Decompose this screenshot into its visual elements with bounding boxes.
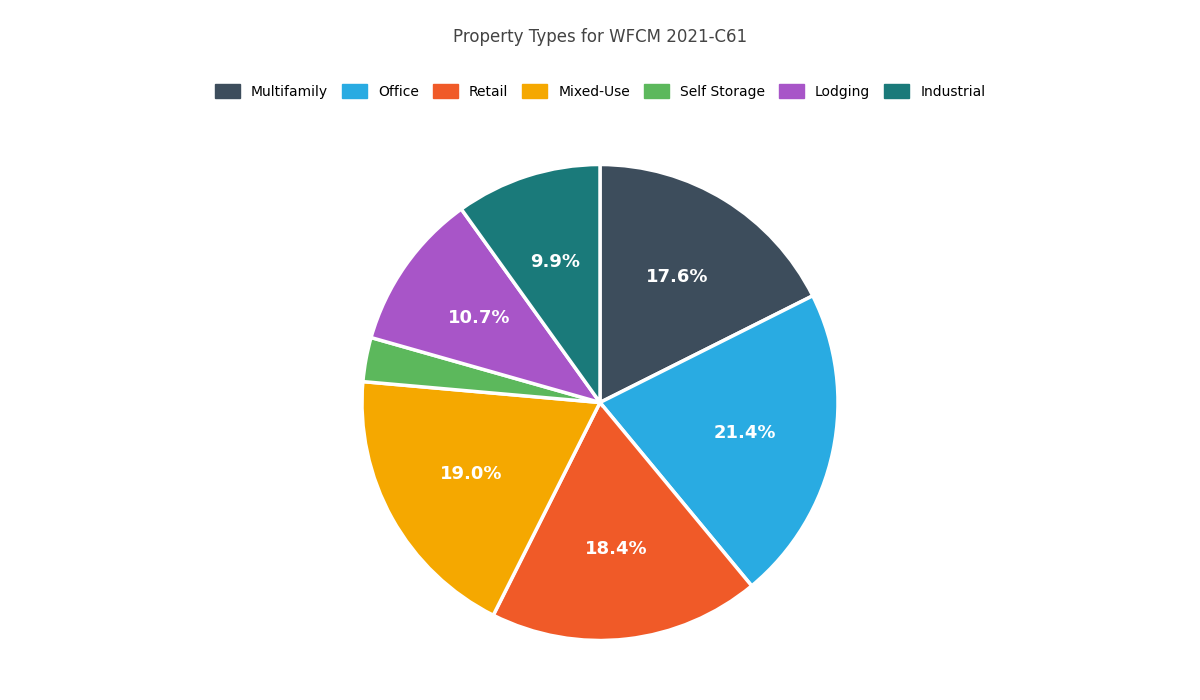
Text: 10.7%: 10.7% [448, 309, 510, 327]
Text: Property Types for WFCM 2021-C61: Property Types for WFCM 2021-C61 [452, 28, 748, 46]
Wedge shape [461, 164, 600, 402]
Text: 18.4%: 18.4% [586, 540, 648, 558]
Wedge shape [371, 209, 600, 402]
Wedge shape [600, 296, 838, 586]
Legend: Multifamily, Office, Retail, Mixed-Use, Self Storage, Lodging, Industrial: Multifamily, Office, Retail, Mixed-Use, … [208, 77, 992, 106]
Text: 17.6%: 17.6% [647, 268, 709, 286]
Text: 19.0%: 19.0% [440, 466, 503, 484]
Text: 21.4%: 21.4% [713, 424, 775, 442]
Wedge shape [600, 164, 812, 402]
Wedge shape [493, 402, 751, 640]
Text: 9.9%: 9.9% [530, 253, 580, 271]
Wedge shape [362, 337, 600, 402]
Wedge shape [362, 382, 600, 615]
